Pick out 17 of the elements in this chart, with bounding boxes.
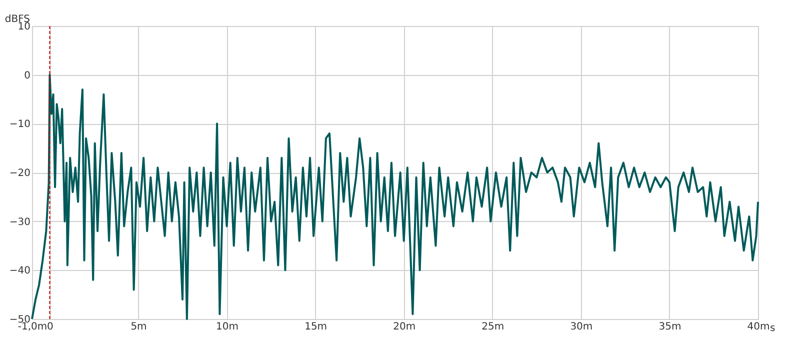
x-tick-label: 0 [47,322,54,332]
x-tick-label: 30m [570,322,593,332]
x-tick-label: 35m [658,322,682,332]
y-tick-label: −30 [9,216,30,228]
x-tick-label: 20m [393,322,416,332]
y-tick-label: −10 [9,119,30,130]
x-tick-label: 15m [304,322,328,332]
y-tick-label: −40 [9,266,30,277]
y-tick-label: −20 [9,168,30,179]
y-tick-label: 10 [18,22,30,32]
x-tick-label: 25m [482,322,504,332]
x-tick-label: -1,0m [18,322,48,332]
y-tick-label: 0 [24,70,30,82]
x-tick-label: 10m [216,322,239,332]
x-tick-label: 40m [747,322,770,332]
x-axis-title: s [770,323,776,334]
x-tick-label: 5m [130,322,147,332]
